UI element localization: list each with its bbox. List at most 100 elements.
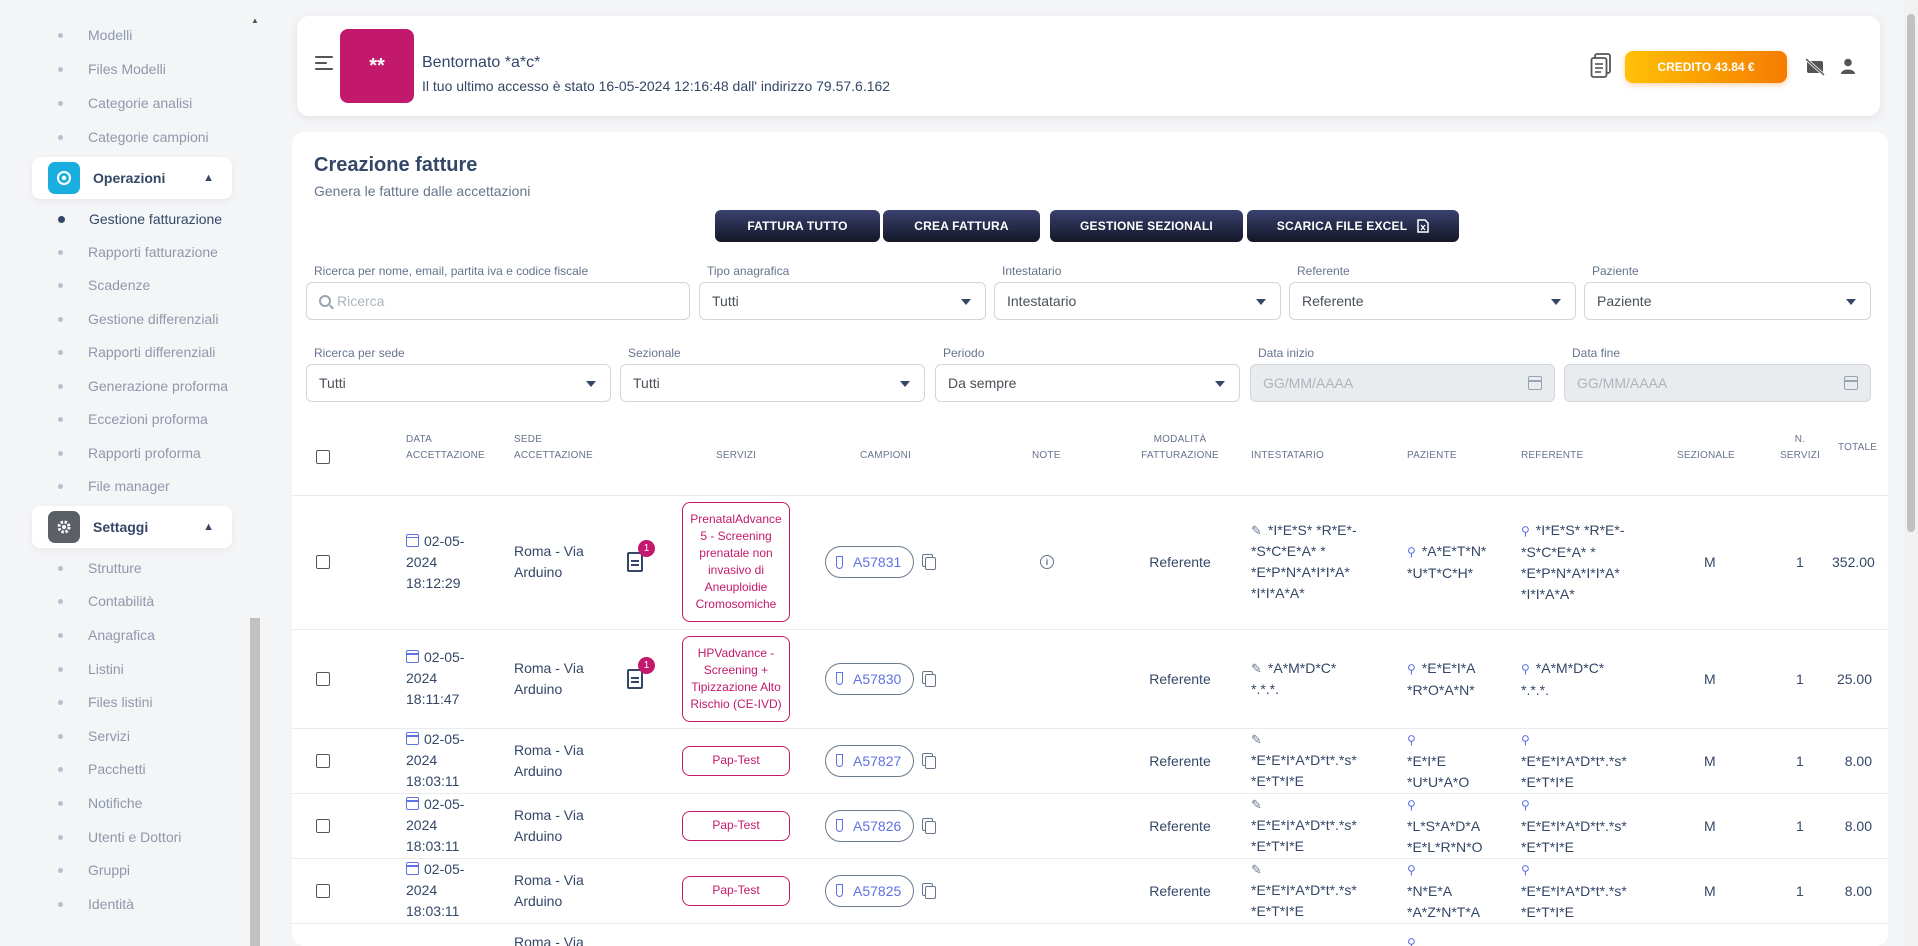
crea-fattura-button[interactable]: CREA FATTURA — [883, 210, 1040, 242]
menu-icon[interactable] — [315, 56, 333, 70]
paziente-name: *L*S*A*D*A *E*L*R*N*O — [1407, 818, 1483, 855]
intestatario-select[interactable]: Intestatario — [994, 282, 1281, 320]
paziente-select[interactable]: Paziente — [1584, 282, 1871, 320]
sidebar-item[interactable]: Anagrafica — [58, 625, 233, 645]
document-icon[interactable] — [1590, 53, 1612, 79]
row-checkbox[interactable] — [316, 671, 330, 686]
person-search-icon[interactable]: ⚲ — [1521, 661, 1530, 676]
sidebar-item[interactable]: Identità — [58, 894, 233, 914]
sezionale-select[interactable]: Tutti — [620, 364, 925, 402]
copy-icon[interactable] — [922, 817, 936, 834]
data-fine-input[interactable]: GG/MM/AAAA — [1564, 364, 1871, 402]
person-search-icon[interactable]: ⚲ — [1407, 733, 1416, 747]
sample-chip[interactable]: A57827 — [825, 744, 915, 777]
fattura-tutto-button[interactable]: FATTURA TUTTO — [715, 210, 880, 242]
edit-icon[interactable]: ✎ — [1251, 660, 1262, 676]
sidebar-item[interactable]: Generazione proforma — [58, 376, 233, 396]
info-icon[interactable]: i — [1040, 555, 1054, 569]
sidebar-item[interactable]: Gestione differenziali — [58, 309, 233, 329]
copy-icon[interactable] — [922, 882, 936, 899]
person-search-icon[interactable]: ⚲ — [1407, 798, 1416, 812]
calendar-icon[interactable] — [1528, 376, 1542, 390]
service-badge[interactable]: HPVadvance - Screening + Tipizzazione Al… — [682, 635, 790, 722]
sidebar-item[interactable]: Pacchetti — [58, 759, 233, 779]
notes-document-icon[interactable] — [627, 552, 643, 572]
sidebar-item[interactable]: Rapporti fatturazione — [58, 242, 233, 262]
credit-button[interactable]: CREDITO 43.84 € — [1625, 51, 1787, 83]
sidebar-item[interactable]: Utenti e Dottori — [58, 827, 233, 847]
person-search-icon[interactable]: ⚲ — [1521, 524, 1530, 538]
copy-icon[interactable] — [922, 752, 936, 769]
sidebar-scroll-thumb[interactable] — [250, 618, 260, 946]
notes-count-badge: 1 — [638, 656, 655, 674]
sidebar-item[interactable]: File manager — [58, 476, 233, 496]
sidebar-item[interactable]: Categorie analisi — [58, 93, 233, 113]
periodo-select[interactable]: Da sempre — [935, 364, 1240, 402]
user-icon[interactable] — [1840, 58, 1856, 74]
sidebar-item[interactable]: Notifiche — [58, 793, 233, 813]
sidebar-item[interactable]: Gestione fatturazione — [58, 209, 233, 229]
sample-chip[interactable]: A57831 — [825, 546, 915, 578]
bullet-dot — [58, 733, 63, 739]
sidebar-scrollbar[interactable]: ▲ — [248, 0, 262, 946]
data-inizio-input[interactable]: GG/MM/AAAA — [1250, 364, 1555, 402]
notes-document-icon[interactable] — [627, 668, 643, 689]
sede-select[interactable]: Tutti — [306, 364, 611, 402]
calendar-icon[interactable] — [1844, 376, 1858, 390]
sidebar-item[interactable]: Contabilità — [58, 591, 233, 611]
edit-icon[interactable]: ✎ — [1251, 862, 1262, 877]
sidebar-item[interactable]: Eccezioni proforma — [58, 409, 233, 429]
sidebar-item[interactable]: Servizi — [58, 726, 233, 746]
sidebar-item[interactable]: Categorie campioni — [58, 127, 233, 147]
edit-icon[interactable]: ✎ — [1251, 797, 1262, 812]
sidebar-item[interactable]: Gruppi — [58, 860, 233, 880]
scroll-up-icon[interactable]: ▲ — [251, 16, 259, 25]
select-all-checkbox[interactable] — [316, 450, 330, 464]
sample-chip[interactable]: A57826 — [825, 809, 915, 842]
person-search-icon[interactable]: ⚲ — [1407, 863, 1416, 877]
sidebar-item[interactable]: Rapporti differenziali — [58, 342, 233, 362]
copy-icon[interactable] — [922, 670, 936, 687]
sample-chip[interactable]: A57825 — [825, 874, 915, 907]
person-search-icon[interactable]: ⚲ — [1407, 661, 1416, 676]
visibility-off-icon[interactable] — [1805, 58, 1825, 76]
sidebar-item[interactable]: Modelli — [58, 25, 233, 45]
bullet-dot — [58, 867, 63, 873]
sidebar-item[interactable]: Files listini — [58, 692, 233, 712]
scarica-excel-button[interactable]: SCARICA FILE EXCEL — [1247, 210, 1459, 242]
person-search-icon[interactable]: ⚲ — [1521, 863, 1530, 877]
sidebar-item[interactable]: Listini — [58, 659, 233, 679]
tipo-select[interactable]: Tutti — [699, 282, 986, 320]
referente-name: *E*E*I*A*D*t*.*s* *E*T*I*E — [1521, 818, 1627, 855]
bullet-dot — [58, 699, 63, 705]
sidebar-item[interactable]: Scadenze — [58, 275, 233, 295]
page-scrollbar[interactable] — [1904, 0, 1918, 946]
person-search-icon[interactable]: ⚲ — [1407, 545, 1416, 559]
sample-chip[interactable]: A57830 — [825, 662, 915, 695]
person-search-icon[interactable]: ⚲ — [1407, 936, 1416, 946]
person-search-icon[interactable]: ⚲ — [1521, 733, 1530, 747]
row-checkbox[interactable] — [316, 818, 330, 833]
sidebar-group-operazioni[interactable]: Operazioni ▲ — [32, 157, 232, 199]
sidebar-item[interactable]: Files Modelli — [58, 59, 233, 79]
person-search-icon[interactable]: ⚲ — [1521, 798, 1530, 812]
copy-icon[interactable] — [922, 554, 936, 570]
row-checkbox[interactable] — [316, 883, 330, 898]
service-badge[interactable]: Pap-Test — [682, 810, 790, 841]
gestione-sezionali-button[interactable]: GESTIONE SEZIONALI — [1050, 210, 1243, 242]
service-badge[interactable]: Pap-Test — [682, 745, 790, 776]
edit-icon-line: ✎ — [1251, 859, 1401, 880]
service-badge[interactable]: Pap-Test — [682, 875, 790, 906]
sidebar-item[interactable]: Rapporti proforma — [58, 443, 233, 463]
row-checkbox[interactable] — [316, 753, 330, 768]
sidebar-item[interactable]: Strutture — [58, 558, 233, 578]
row-checkbox[interactable] — [316, 555, 330, 569]
referente-select[interactable]: Referente — [1289, 282, 1576, 320]
edit-icon[interactable]: ✎ — [1251, 732, 1262, 747]
page-scroll-thumb[interactable] — [1907, 14, 1915, 532]
settaggi-label: Settaggi — [93, 519, 149, 535]
service-badge[interactable]: PrenatalAdvance 5 - Screening prenatale … — [682, 502, 790, 622]
sidebar-group-settaggi[interactable]: Settaggi ▲ — [32, 506, 232, 548]
search-input[interactable]: Ricerca — [306, 282, 690, 320]
edit-icon[interactable]: ✎ — [1251, 523, 1262, 538]
